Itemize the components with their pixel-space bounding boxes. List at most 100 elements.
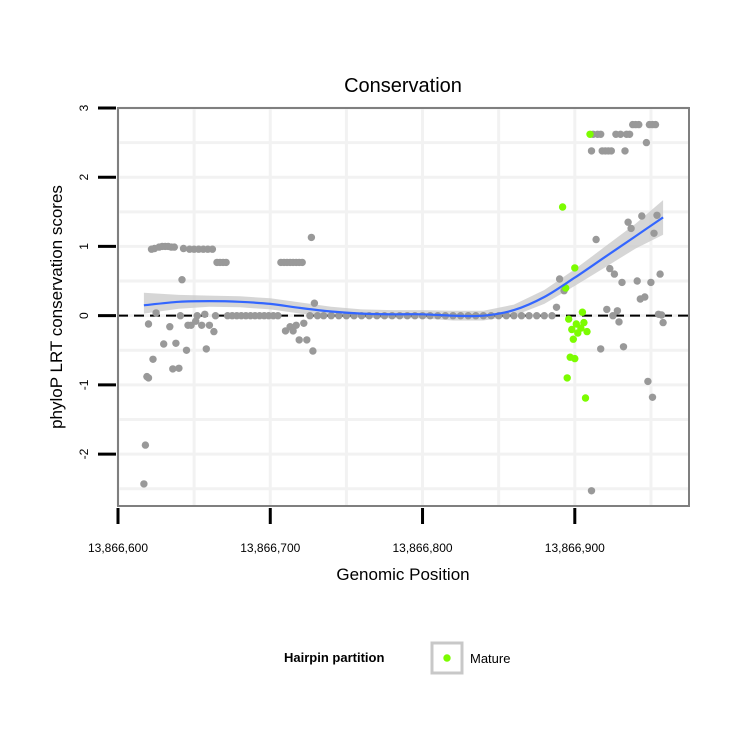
y-axis-title: phyloP LRT conservation scores	[47, 185, 66, 429]
other-point	[198, 321, 206, 329]
other-point	[210, 327, 218, 336]
other-point	[517, 312, 526, 320]
other-point	[627, 224, 635, 233]
other-point	[193, 312, 201, 320]
other-point	[201, 310, 209, 318]
other-point	[587, 147, 596, 155]
other-point	[141, 441, 150, 449]
other-point	[533, 312, 541, 320]
other-point	[607, 147, 615, 155]
other-point	[160, 340, 168, 348]
other-point	[609, 312, 617, 320]
other-point	[303, 336, 311, 344]
other-point	[205, 321, 214, 329]
other-point	[625, 130, 634, 138]
other-point	[309, 347, 317, 355]
x-tick-label: 13,866,600	[88, 541, 148, 555]
legend-mature-dot	[443, 654, 451, 662]
other-point	[502, 312, 510, 320]
other-point	[597, 130, 605, 138]
mature-point	[586, 130, 594, 138]
mature-point	[581, 394, 590, 402]
smooth-line-group	[143, 216, 664, 318]
panel-border	[117, 107, 690, 507]
other-point	[306, 312, 314, 320]
other-point	[289, 327, 297, 335]
mature-point	[580, 318, 588, 327]
other-point	[616, 130, 625, 138]
other-point	[555, 275, 564, 283]
other-point	[552, 303, 561, 311]
other-point	[202, 345, 210, 353]
x-tick-label: 13,866,700	[240, 541, 300, 555]
other-point	[298, 258, 306, 267]
other-point	[222, 258, 230, 267]
other-point	[169, 365, 177, 373]
mature-point	[571, 354, 579, 363]
legend: Hairpin partition Mature	[284, 641, 510, 675]
other-point	[310, 299, 319, 307]
other-point	[525, 312, 533, 320]
x-axis-title: Genomic Position	[336, 565, 469, 584]
x-tick-label: 13,866,800	[393, 541, 453, 555]
data-points	[140, 120, 667, 495]
other-point	[144, 374, 153, 382]
chart-title: Conservation	[344, 75, 462, 97]
other-point	[166, 323, 174, 331]
mature-point	[558, 203, 567, 211]
y-tick-label: -1	[77, 379, 91, 390]
axes: 13,866,600 13,866,700 13,866,800 13,866,900…	[77, 104, 605, 555]
other-point	[388, 312, 396, 320]
other-point	[656, 270, 664, 278]
other-point	[597, 345, 605, 353]
other-point	[292, 321, 300, 329]
other-point	[648, 393, 657, 401]
other-point	[182, 346, 191, 354]
other-point	[510, 312, 518, 320]
other-point	[633, 277, 641, 285]
other-point	[540, 312, 548, 320]
other-point	[144, 320, 153, 328]
mature-point	[563, 374, 571, 382]
other-point	[621, 147, 629, 155]
mature-point	[565, 315, 573, 323]
other-point	[603, 305, 611, 314]
other-point	[152, 309, 160, 317]
other-point	[327, 312, 335, 320]
other-point	[335, 312, 343, 320]
other-point	[208, 245, 217, 253]
other-point	[650, 229, 658, 237]
other-point	[176, 312, 185, 320]
legend-title: Hairpin partition	[284, 650, 384, 665]
other-point	[618, 278, 626, 287]
other-point	[319, 312, 328, 320]
mature-point	[571, 264, 579, 272]
other-point	[418, 312, 427, 320]
mature-point	[583, 327, 591, 336]
x-tick-label: 13,866,900	[545, 541, 605, 555]
smooth-line	[143, 216, 664, 318]
other-point	[615, 318, 623, 326]
other-point	[274, 312, 282, 320]
mature-point	[568, 325, 576, 334]
mature-point	[577, 324, 585, 332]
other-point	[300, 319, 308, 327]
other-point	[606, 264, 614, 273]
legend-mature-label: Mature	[470, 651, 510, 666]
other-point	[170, 243, 178, 251]
other-point	[641, 293, 649, 301]
other-point	[587, 487, 596, 495]
other-point	[592, 235, 600, 244]
y-tick-label: -2	[77, 448, 91, 459]
other-point	[642, 138, 651, 147]
mature-point	[578, 308, 587, 316]
other-point	[657, 311, 666, 319]
other-point	[659, 318, 667, 327]
other-point	[610, 270, 619, 278]
other-point	[619, 343, 628, 351]
mature-point	[569, 335, 577, 343]
other-point	[149, 355, 157, 363]
other-point	[175, 364, 183, 372]
other-point	[313, 312, 322, 320]
other-point	[179, 244, 188, 253]
